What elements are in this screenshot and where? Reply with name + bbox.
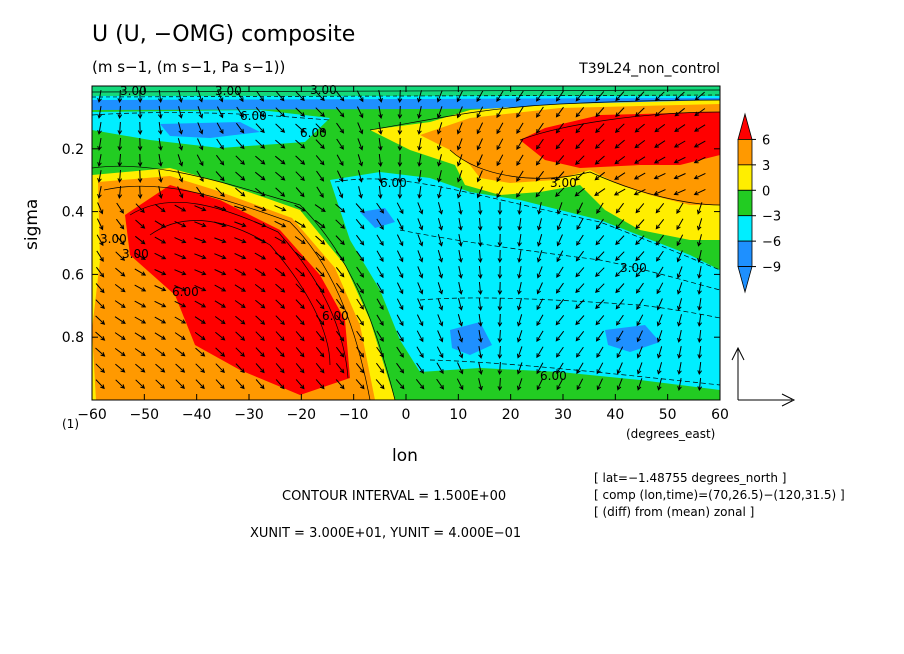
x-tick-label: −40: [182, 407, 212, 423]
contour-interval-text: CONTOUR INTERVAL = 1.500E+00: [282, 489, 507, 504]
x-axis-label: lon: [392, 446, 418, 466]
reference-vector-horizontal-icon: [738, 393, 796, 407]
x-tick-label: 50: [659, 407, 677, 423]
chart-title: U (U, −OMG) composite: [92, 22, 356, 47]
colorbar-segment: [737, 215, 753, 242]
contour-label: 6.00: [300, 126, 327, 140]
x-tick-label: 10: [449, 407, 467, 423]
contour-label: 3.00: [620, 261, 647, 275]
reference-vector: [731, 346, 796, 407]
info-block: [ lat=−1.48755 degrees_north ] [ comp (l…: [594, 470, 845, 521]
x-tick-label: 60: [711, 407, 729, 423]
x-tick-label: −20: [287, 407, 317, 423]
y-tick-label: 0.6: [62, 267, 84, 283]
y-tick-label: 0.8: [62, 330, 84, 346]
contour-label: 3.00: [310, 83, 337, 97]
info-line-comp: [ comp (lon,time)=(70,26.5)−(120,31.5) ]: [594, 488, 845, 502]
chart-units: (m s−1, (m s−1, Pa s−1)): [92, 58, 286, 76]
shaded-field: [92, 86, 720, 400]
contour-label: 3.00: [120, 84, 147, 98]
wind-vectors: [95, 89, 706, 392]
x-tick-label: 20: [502, 407, 520, 423]
xunit-yunit-text: XUNIT = 3.000E+01, YUNIT = 4.000E−01: [250, 526, 522, 541]
colorbar-segment: [737, 189, 753, 217]
x-tick-label: −30: [234, 407, 264, 423]
contour-label: 3.00: [550, 176, 577, 190]
colorbar-segment: [737, 164, 753, 191]
contour-label: 6.00: [172, 285, 199, 299]
info-line-lat: [ lat=−1.48755 degrees_north ]: [594, 471, 787, 485]
colorbar-segment: [737, 139, 753, 166]
contour-labels: 3.00 3.00 3.006.006.006.003.003.006.006.00…: [100, 83, 647, 383]
contour-label: 6.00: [322, 309, 349, 323]
colorbar-label: 3: [762, 159, 770, 174]
x-tick-label: −50: [130, 407, 160, 423]
x-tick-label: 30: [554, 407, 572, 423]
x-axis-units: (degrees_east): [626, 427, 716, 441]
contour-lines: [92, 89, 720, 400]
x-tick-label: 40: [606, 407, 624, 423]
colorbar-min-triangle: [737, 266, 753, 294]
contour-label: 6.00: [380, 176, 407, 190]
colorbar-segment: [737, 240, 753, 267]
info-line-diff: [ (diff) from (mean) zonal ]: [594, 505, 755, 519]
contour-label: 6.00: [540, 369, 567, 383]
colorbar-label: 6: [762, 133, 770, 148]
y-tick-label: 0.2: [62, 142, 84, 158]
x-tick-label: −10: [339, 407, 369, 423]
x-tick-label: 0: [402, 407, 411, 423]
y-axis: 0.2 0.4 0.6 0.8: [62, 142, 720, 346]
contour-label: 3.00: [122, 247, 149, 261]
colorbar: 6 3 0 −3 −6 −9: [737, 112, 781, 294]
y-tick-label: 0.4: [62, 205, 84, 221]
contour-label: 6.00: [240, 109, 267, 123]
contour-label: 3.00: [100, 232, 127, 246]
contour-label: 3.00: [215, 84, 242, 98]
x-tick-label: −60: [77, 407, 107, 423]
run-label: T39L24_non_control: [579, 61, 720, 77]
colorbar-max-triangle: [737, 112, 753, 140]
colorbar-label: −9: [762, 261, 781, 276]
reference-vector-vertical-icon: [731, 346, 745, 400]
colorbar-label: −3: [762, 210, 781, 225]
colorbar-label: 0: [762, 184, 770, 199]
x-axis: −60 −50 −40 −30 −20 −10 0 10 20 30 40 50 60: [77, 86, 729, 423]
colorbar-label: −6: [762, 235, 781, 250]
level-marker: (1): [62, 417, 79, 431]
wind-vector-arrows: [95, 89, 706, 392]
